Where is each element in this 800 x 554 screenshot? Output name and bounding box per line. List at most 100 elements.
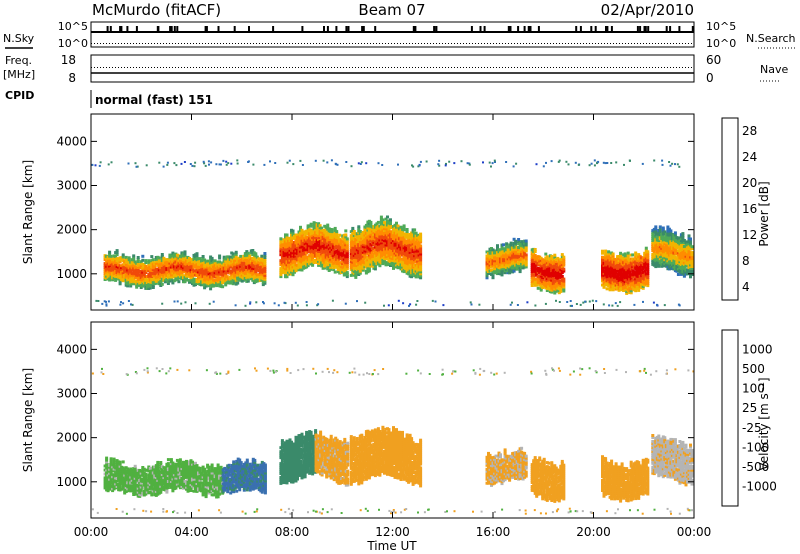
nave-point bbox=[622, 67, 623, 68]
heatmap-cell bbox=[411, 230, 415, 234]
heatmap-cell bbox=[351, 226, 355, 230]
nsearch-point bbox=[421, 43, 422, 44]
nave-point bbox=[670, 67, 671, 68]
nsearch-point bbox=[196, 43, 197, 44]
heatmap-cell bbox=[263, 261, 267, 265]
heatmap-cell bbox=[524, 255, 528, 259]
nsearch-point bbox=[685, 43, 686, 44]
heatmap-cell bbox=[260, 254, 264, 258]
nsearch-point bbox=[508, 43, 509, 44]
nsearch-point bbox=[124, 43, 125, 44]
heatmap-cell bbox=[261, 271, 265, 275]
heatmap-cell bbox=[607, 268, 611, 272]
heatmap-cell bbox=[361, 248, 365, 252]
heatmap-cell bbox=[263, 263, 267, 267]
heatmap-cell bbox=[381, 234, 385, 238]
heatmap-cell bbox=[321, 262, 325, 266]
heatmap-cell bbox=[317, 222, 321, 226]
nave-point bbox=[277, 67, 278, 68]
nave-point bbox=[118, 67, 119, 68]
heatmap-cell bbox=[288, 260, 292, 264]
nsearch-point bbox=[541, 43, 542, 44]
heatmap-cell bbox=[361, 231, 365, 234]
heatmap-cell bbox=[401, 259, 404, 263]
nave-point bbox=[181, 67, 182, 68]
heatmap-cell bbox=[139, 276, 143, 280]
heatmap-cell bbox=[532, 261, 536, 265]
heatmap-cell bbox=[643, 255, 647, 259]
heatmap-cell bbox=[629, 291, 633, 295]
heatmap-cell bbox=[263, 254, 267, 257]
heatmap-cell bbox=[234, 254, 238, 258]
heatmap-cell bbox=[361, 242, 365, 246]
heatmap-cell bbox=[321, 254, 325, 258]
heatmap-cell bbox=[401, 257, 404, 261]
heatmap-cell bbox=[171, 251, 175, 255]
heatmap-cell bbox=[500, 273, 504, 277]
heatmap-cell bbox=[352, 230, 356, 233]
heatmap-cell bbox=[643, 283, 647, 287]
heatmap-cell bbox=[542, 274, 546, 278]
nsky-spike bbox=[120, 26, 123, 32]
heatmap-cell bbox=[139, 266, 143, 270]
heatmap-cell bbox=[361, 266, 365, 270]
heatmap-cell bbox=[148, 284, 152, 288]
heatmap-cell bbox=[378, 264, 382, 268]
nsearch-point bbox=[283, 43, 284, 44]
heatmap-cell bbox=[160, 255, 164, 258]
heatmap-cell bbox=[637, 273, 641, 276]
heatmap-cell bbox=[124, 255, 128, 259]
nave-point bbox=[364, 67, 365, 68]
nave-point bbox=[505, 67, 506, 68]
heatmap-cell bbox=[381, 220, 385, 224]
heatmap-cell bbox=[626, 281, 630, 285]
heatmap-cell bbox=[320, 226, 324, 230]
heatmap-cell bbox=[344, 269, 348, 273]
heatmap-cell bbox=[345, 253, 349, 257]
heatmap-cell bbox=[154, 281, 158, 285]
nsearch-point bbox=[175, 43, 176, 44]
nsearch-point bbox=[145, 43, 146, 44]
nave-point bbox=[592, 67, 593, 68]
beam-title: Beam 07 bbox=[358, 1, 425, 19]
nave-point bbox=[349, 67, 350, 68]
heatmap-cell bbox=[532, 251, 536, 255]
heatmap-cell bbox=[234, 252, 238, 256]
heatmap-cell bbox=[623, 282, 627, 286]
nsearch-point bbox=[229, 43, 230, 44]
heatmap-cell bbox=[634, 289, 638, 293]
heatmap-cell bbox=[314, 236, 318, 239]
nave-point bbox=[274, 67, 275, 68]
nsearch-point bbox=[313, 43, 314, 44]
nsearch-point bbox=[385, 43, 386, 44]
heatmap-cell bbox=[240, 263, 244, 267]
heatmap-cell bbox=[300, 268, 304, 272]
heatmap-cell bbox=[623, 262, 627, 266]
heatmap-cell bbox=[169, 277, 173, 281]
heatmap-cell bbox=[667, 265, 671, 269]
heatmap-cell bbox=[160, 261, 164, 264]
heatmap-cell bbox=[657, 239, 661, 242]
heatmap-cell bbox=[381, 262, 385, 266]
heatmap-cell bbox=[329, 265, 333, 269]
nave-point bbox=[178, 67, 179, 68]
nsky-spike bbox=[106, 26, 109, 32]
heatmap-cell bbox=[123, 262, 127, 266]
heatmap-cell bbox=[203, 286, 207, 290]
heatmap-cell bbox=[254, 262, 258, 266]
nave-point bbox=[478, 67, 479, 68]
heatmap-cell bbox=[611, 286, 615, 290]
freq-left-tick-top: 18 bbox=[61, 53, 76, 67]
heatmap-cell bbox=[335, 232, 339, 236]
heatmap-cell bbox=[524, 245, 528, 249]
heatmap-cell bbox=[673, 231, 677, 235]
heatmap-cell bbox=[183, 252, 187, 256]
nave-point bbox=[259, 67, 260, 68]
nsearch-point bbox=[367, 43, 368, 44]
nsky-spike bbox=[126, 26, 129, 32]
heatmap-cell bbox=[177, 280, 181, 284]
nsearch-point bbox=[559, 43, 560, 44]
heatmap-cell bbox=[509, 249, 513, 253]
nave-point bbox=[319, 67, 320, 68]
heatmap-cell bbox=[221, 277, 225, 281]
